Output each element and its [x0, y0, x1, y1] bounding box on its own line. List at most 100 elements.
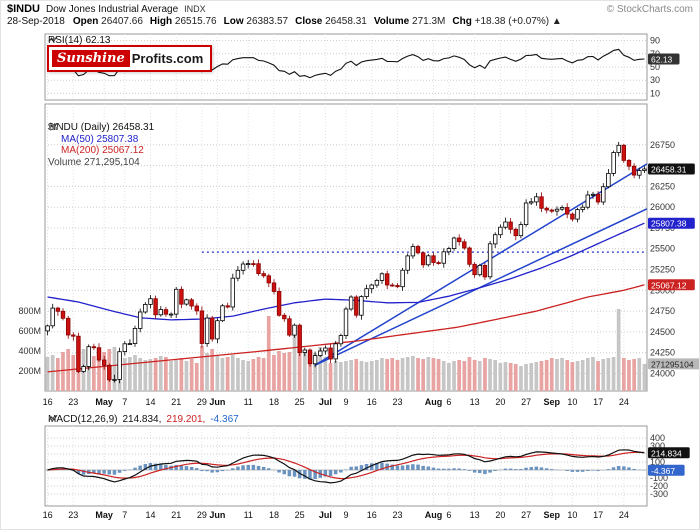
- legend-volume: Volume 271,295,104: [48, 156, 140, 168]
- legend-ma50: MA(50) 25807.38: [61, 133, 139, 145]
- symbol-name: Dow Jones Industrial Average: [46, 4, 179, 15]
- svg-text:-4.367: -4.367: [651, 466, 675, 476]
- svg-text:24: 24: [619, 397, 629, 407]
- svg-text:11: 11: [244, 510, 253, 520]
- macd-line: [47, 449, 645, 484]
- legend-ma200: MA(200) 25067.12: [61, 145, 144, 157]
- svg-text:26458.31: 26458.31: [651, 165, 687, 175]
- quote-field: Volume 271.3M: [373, 16, 446, 27]
- macd-legend: MACD(12,26,9) 214.834, 219.201, -4.367: [48, 414, 239, 426]
- x-axis-labels: 16162323MayMay77141421212929JunJun111118…: [43, 397, 629, 520]
- macd-legend-label: MACD(12,26,9): [48, 414, 118, 426]
- symbol: $INDU: [7, 3, 41, 15]
- svg-text:Sep: Sep: [544, 510, 561, 520]
- svg-text:29: 29: [197, 510, 207, 520]
- svg-text:23: 23: [392, 510, 402, 520]
- svg-text:10: 10: [567, 510, 577, 520]
- ma50-value-box: [648, 217, 695, 229]
- quote-field: High 26515.76: [149, 16, 217, 27]
- rsi-value-box: [648, 53, 680, 65]
- svg-text:50: 50: [650, 62, 660, 72]
- svg-text:7: 7: [122, 397, 127, 407]
- svg-text:17: 17: [593, 397, 603, 407]
- svg-text:25000: 25000: [650, 285, 675, 295]
- macd-value-box: [648, 447, 690, 459]
- svg-text:25807.38: 25807.38: [651, 219, 687, 229]
- chart-header: $INDU Dow Jones Industrial Average INDX …: [7, 3, 693, 27]
- header-line2: 28-Sep-2018 Open 26407.66 High 26515.76 Low…: [7, 16, 693, 27]
- svg-text:23: 23: [392, 397, 402, 407]
- svg-text:24500: 24500: [650, 327, 675, 337]
- svg-text:16: 16: [43, 510, 53, 520]
- quote-field: Chg +18.38 (+0.07%) ▲: [452, 16, 562, 27]
- svg-text:-200: -200: [650, 481, 668, 491]
- svg-text:800M: 800M: [18, 306, 41, 316]
- svg-text:26750: 26750: [650, 140, 675, 150]
- svg-text:18: 18: [269, 510, 279, 520]
- macd-legend-signal: 219.201,: [166, 414, 206, 426]
- svg-text:25067.12: 25067.12: [651, 280, 687, 290]
- svg-text:13: 13: [470, 510, 480, 520]
- quote-field: Close 26458.31: [295, 16, 367, 27]
- ma50-line: [47, 222, 645, 321]
- svg-text:16: 16: [43, 397, 53, 407]
- svg-text:Jul: Jul: [319, 397, 332, 407]
- quote-fields: Open 26407.66 High 26515.76 Low 26383.57 Cl…: [73, 16, 569, 27]
- close-value-box: [648, 163, 695, 175]
- svg-text:25500: 25500: [650, 244, 675, 254]
- svg-text:18: 18: [269, 397, 279, 407]
- svg-text:24: 24: [619, 510, 629, 520]
- candles: [45, 141, 647, 384]
- svg-text:7: 7: [122, 510, 127, 520]
- svg-text:13: 13: [470, 397, 480, 407]
- svg-text:20: 20: [495, 510, 505, 520]
- svg-text:26250: 26250: [650, 181, 675, 191]
- svg-text:200M: 200M: [18, 366, 41, 376]
- svg-text:May: May: [95, 510, 113, 520]
- logo-part1: Sunshine: [52, 50, 130, 67]
- rsi-legend-label: RSI(14): [48, 35, 83, 47]
- logo-part2: Profits.com: [131, 51, 204, 66]
- svg-text:May: May: [95, 397, 113, 407]
- legend-symbol: $INDU (Daily) 26458.31: [48, 122, 155, 134]
- svg-text:16: 16: [367, 397, 377, 407]
- svg-text:600M: 600M: [18, 326, 41, 336]
- svg-text:9: 9: [343, 397, 348, 407]
- svg-text:20: 20: [495, 397, 505, 407]
- svg-text:29: 29: [197, 397, 207, 407]
- svg-text:214.834: 214.834: [651, 448, 682, 458]
- svg-text:6: 6: [446, 510, 451, 520]
- macd-legend-macd: 214.834,: [122, 414, 162, 426]
- rsi-legend: RSI(14) 62.13: [48, 35, 110, 47]
- svg-text:300: 300: [650, 441, 665, 451]
- ma200-value-box: [648, 279, 695, 291]
- svg-text:23: 23: [68, 397, 78, 407]
- volume-bars-icon: [49, 124, 58, 130]
- copyright: © StockCharts.com: [606, 4, 693, 15]
- rsi-indicator-icon: [48, 35, 58, 43]
- macd-hist-value-box: [648, 464, 685, 476]
- svg-text:27: 27: [521, 397, 531, 407]
- rsi-legend-value: 62.13: [85, 35, 111, 47]
- svg-text:Aug: Aug: [425, 397, 443, 407]
- svg-text:271295104: 271295104: [651, 359, 694, 369]
- axis-value-boxes: 62.13 25807.38 25067.12 26458.31 271295104 -4…: [648, 53, 699, 476]
- quote-field: Open 26407.66: [72, 16, 143, 27]
- svg-text:14: 14: [145, 510, 155, 520]
- svg-text:21: 21: [171, 397, 181, 407]
- svg-text:30: 30: [650, 75, 660, 85]
- svg-text:Jun: Jun: [209, 510, 225, 520]
- quote-field: Low 26383.57: [223, 16, 289, 27]
- macd-histogram: [45, 462, 647, 480]
- main-legend: $INDU (Daily) 26458.31 MA(50) 25807.38 M…: [48, 122, 154, 168]
- svg-text:16: 16: [367, 510, 377, 520]
- volume-bars: [45, 309, 647, 391]
- exchange-tag: INDX: [184, 4, 206, 14]
- ma200-line: [47, 284, 645, 373]
- svg-text:10: 10: [650, 88, 660, 98]
- svg-text:25: 25: [295, 397, 305, 407]
- svg-text:Sep: Sep: [544, 397, 561, 407]
- svg-text:24250: 24250: [650, 348, 675, 358]
- svg-text:100: 100: [650, 457, 665, 467]
- svg-text:Jul: Jul: [319, 510, 332, 520]
